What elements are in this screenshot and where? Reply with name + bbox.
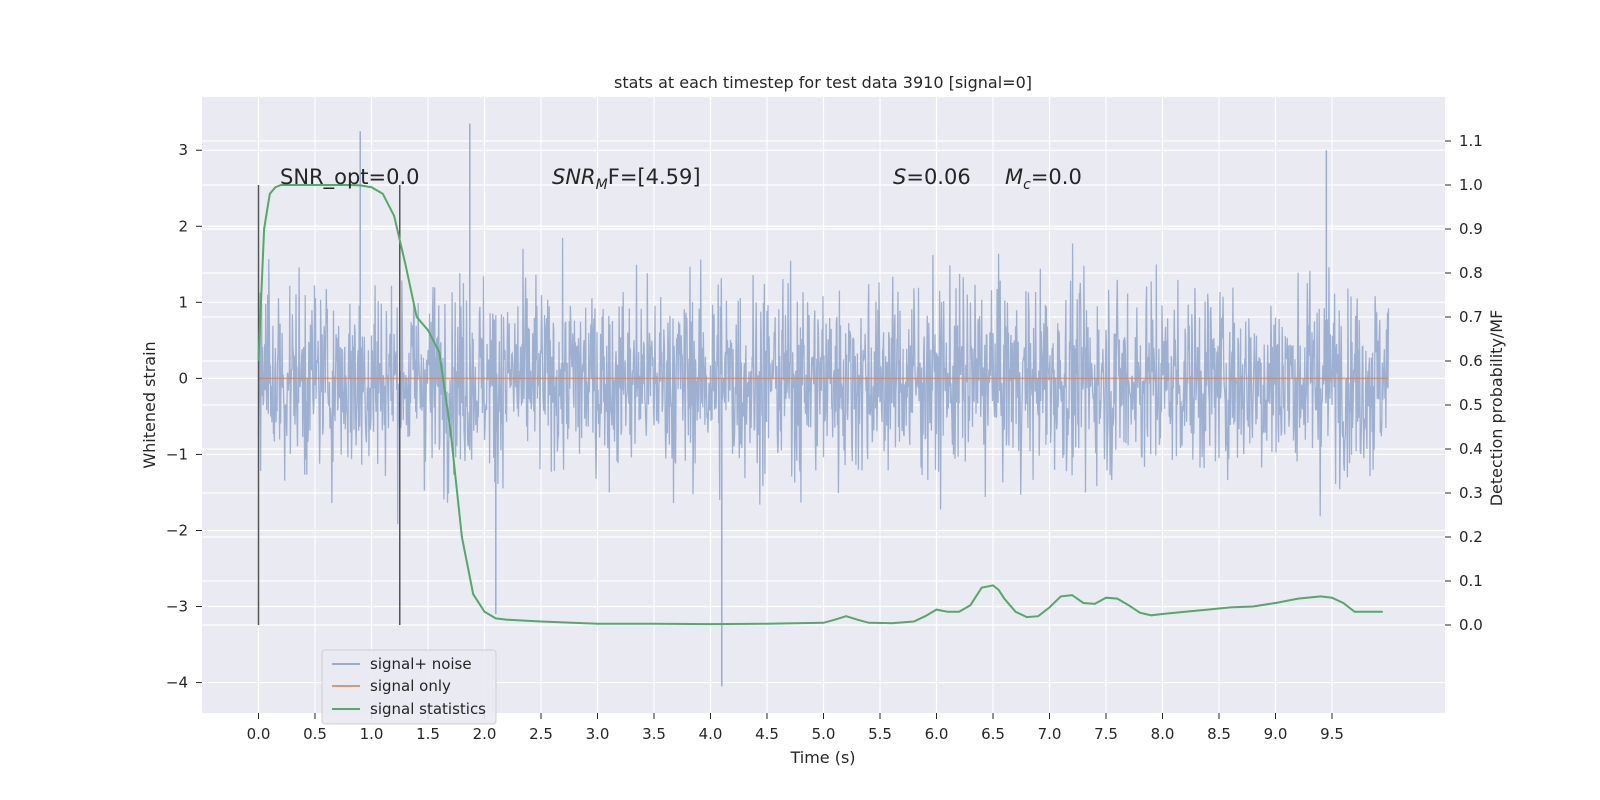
y-right-tick-label: 0.3 (1459, 484, 1483, 502)
x-tick-label: 0.0 (247, 725, 271, 743)
x-tick-label: 6.0 (925, 725, 949, 743)
x-tick-label: 7.5 (1094, 725, 1118, 743)
annotation-snr-mf: SNRMF=[4.59] (552, 165, 701, 193)
x-tick-label: 1.5 (416, 725, 440, 743)
y-right-tick-label: 0.6 (1459, 352, 1483, 370)
x-tick-label: 0.5 (303, 725, 327, 743)
x-tick-label: 3.5 (642, 725, 666, 743)
x-tick-label: 2.5 (529, 725, 553, 743)
y-tick-label: 2 (178, 217, 188, 235)
y-tick-labels: 3 2 1 0 −1 −2 −3 −4 (166, 141, 202, 692)
y-right-tick-labels: 1.1 1.0 0.9 0.8 0.7 0.6 0.5 0.4 0.3 0.2 0.1 0.0 (1445, 132, 1483, 634)
y-axis-label: Whitened strain (140, 341, 159, 468)
annotation-s: S=0.06 (893, 165, 971, 189)
y-tick-label: 1 (178, 293, 188, 311)
vertical-markers (257, 185, 401, 625)
y-right-tick-label: 0.8 (1459, 264, 1483, 282)
x-tick-label: 2.0 (473, 725, 497, 743)
x-axis-label: Time (s) (789, 748, 855, 767)
y-right-tick-label: 0.2 (1459, 528, 1483, 546)
y-right-tick-label: 0.7 (1459, 308, 1483, 326)
y-right-tick-label: 0.9 (1459, 220, 1483, 238)
series-signal-statistics (257, 184, 1383, 626)
y-right-tick-label: 0.1 (1459, 572, 1483, 590)
x-tick-label: 5.5 (868, 725, 892, 743)
x-tick-label: 6.5 (981, 725, 1005, 743)
annotation-snr-opt: SNR_opt=0.0 (280, 165, 420, 190)
y-tick-label: −3 (166, 598, 188, 616)
legend-label-signal-statistics: signal statistics (370, 700, 486, 718)
x-tick-label: 8.5 (1207, 725, 1231, 743)
y-right-tick-label: 1.0 (1459, 176, 1483, 194)
x-tick-label: 4.0 (699, 725, 723, 743)
legend-label-signal-only: signal only (370, 677, 451, 695)
y-right-axis-label: Detection probability/MF (1487, 310, 1506, 507)
annotation-mc: Mc=0.0 (1005, 165, 1082, 193)
x-tick-label: 5.0 (812, 725, 836, 743)
x-tick-label: 9.5 (1320, 725, 1344, 743)
y-tick-label: −2 (166, 521, 188, 539)
chart-title: stats at each timestep for test data 391… (614, 73, 1032, 92)
y-tick-label: −1 (166, 445, 188, 463)
x-tick-label: 7.0 (1038, 725, 1062, 743)
legend: signal+ noise signal only signal statist… (321, 649, 497, 725)
legend-box (321, 649, 497, 725)
y-tick-label: −4 (166, 674, 188, 692)
x-tick-label: 3.0 (586, 725, 610, 743)
x-tick-label: 8.0 (1151, 725, 1175, 743)
y-right-tick-label: 0.5 (1459, 396, 1483, 414)
x-tick-labels: 0.0 0.5 1.0 1.5 2.0 2.5 3.0 3.5 4.0 4.5 5.0 5.5 6.0 6… (247, 713, 1344, 743)
legend-label-signal-noise: signal+ noise (370, 655, 472, 673)
x-tick-label: 4.5 (755, 725, 779, 743)
y-right-tick-label: 0.4 (1459, 440, 1483, 458)
y-tick-label: 3 (178, 141, 188, 159)
y-right-tick-label: 1.1 (1459, 132, 1483, 150)
x-tick-label: 9.0 (1264, 725, 1288, 743)
y-right-tick-label: 0.0 (1459, 616, 1483, 634)
y-tick-label: 0 (178, 369, 188, 387)
x-tick-label: 1.0 (360, 725, 384, 743)
